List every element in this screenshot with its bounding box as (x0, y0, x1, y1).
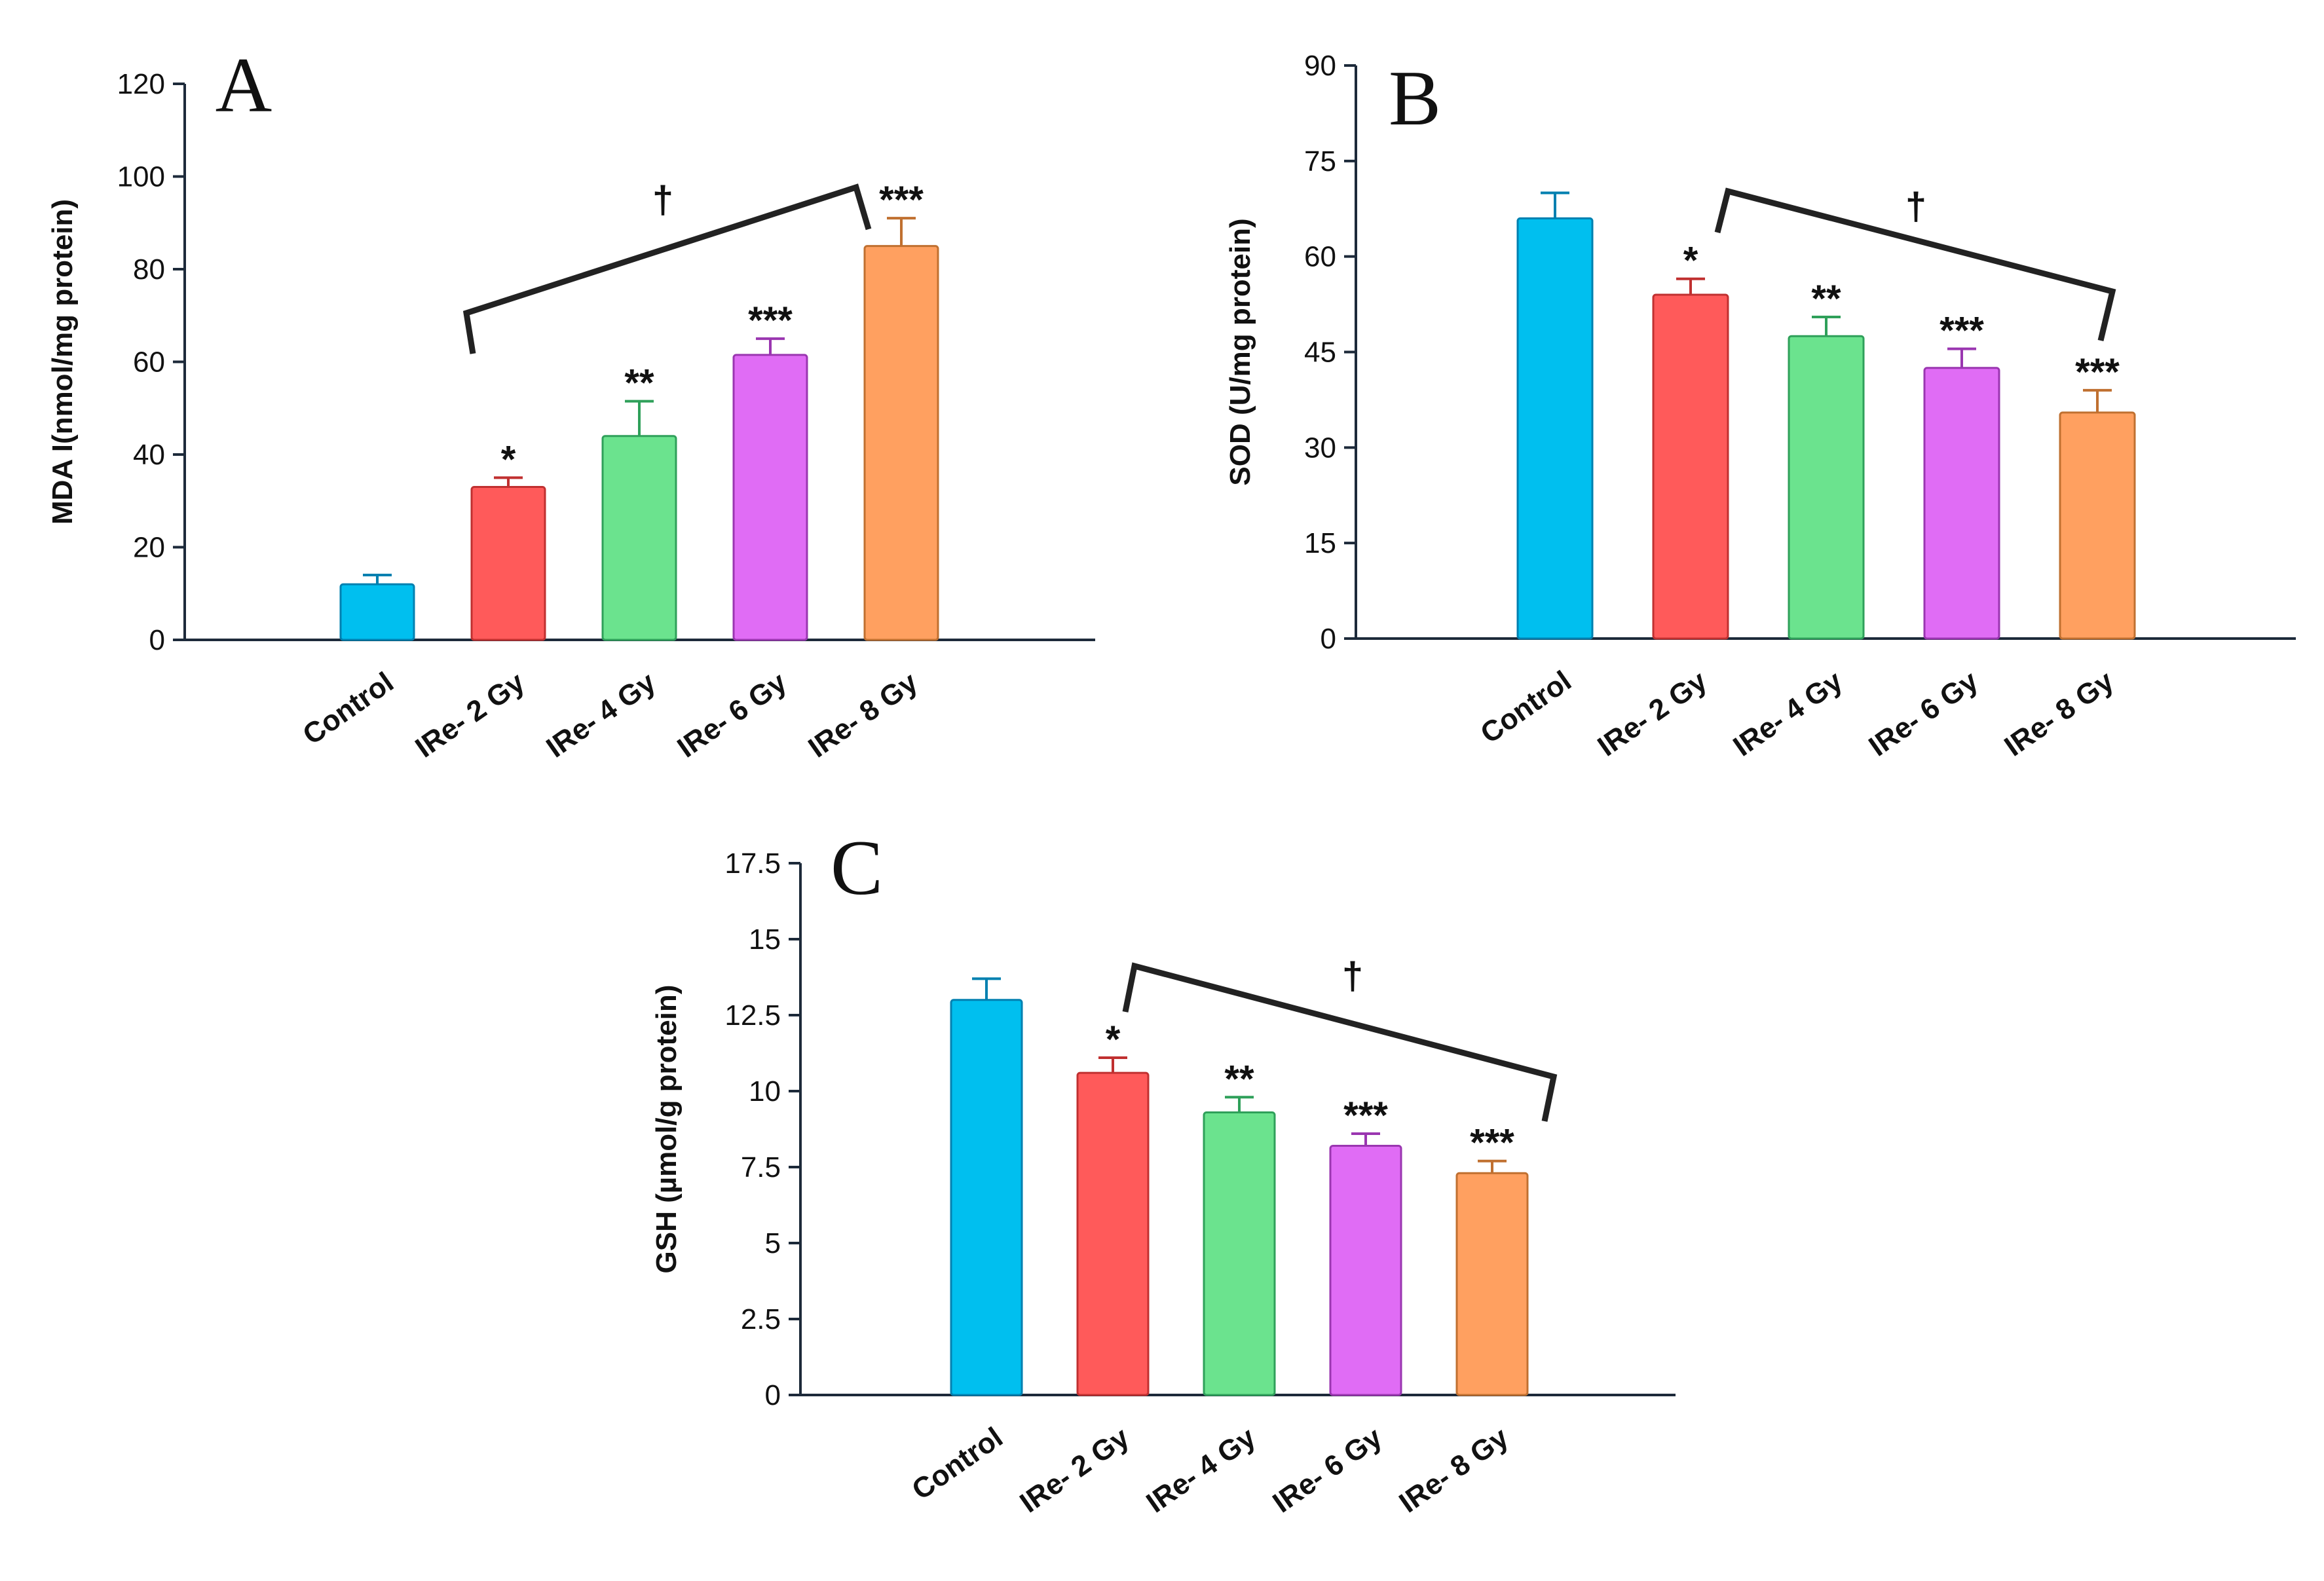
bracket-label: † (1342, 955, 1363, 997)
chart-panel-b: B 0 15 30 45 60 75 90 SOD (U/mg protein) Control *… (1224, 50, 2296, 763)
y-tick-label: 15 (1304, 527, 1336, 559)
significance-label: *** (748, 299, 793, 342)
bar-ire-4-gy (1788, 335, 1865, 640)
y-tick-label: 60 (1304, 241, 1336, 273)
x-tick-label: Control (297, 666, 400, 751)
bar-ire-8-gy (1455, 1172, 1529, 1396)
y-tick-label: 60 (133, 346, 165, 379)
panel-letter: A (216, 41, 272, 128)
x-tick-label: IRe- 6 Gy (1863, 665, 1984, 763)
significance-label: *** (2075, 351, 2120, 394)
bar-ire-8-gy (2059, 411, 2136, 640)
significance-label: ** (1224, 1058, 1254, 1100)
bar-ire-6-gy (1329, 1145, 1402, 1396)
bar-ire-2-gy (470, 486, 546, 641)
significance-label: * (501, 438, 516, 481)
x-tick-label: IRe- 8 Gy (1393, 1421, 1514, 1519)
y-tick-label: 0 (765, 1379, 781, 1411)
y-tick-label: 7.5 (741, 1151, 781, 1183)
x-tick-label: IRe- 8 Gy (1998, 665, 2120, 763)
significance-label: * (1106, 1018, 1121, 1061)
y-tick-label: 100 (117, 161, 165, 193)
y-tick-label: 12.5 (724, 999, 781, 1032)
x-tick-label: IRe- 4 Gy (1140, 1421, 1262, 1519)
y-tick-label: 15 (749, 923, 781, 956)
significance-bracket (462, 183, 872, 354)
bar-ire-4-gy (1203, 1111, 1276, 1396)
y-tick-label: 120 (117, 68, 165, 100)
y-tick-label: 90 (1304, 50, 1336, 82)
bar-ire-8-gy (863, 245, 939, 641)
x-tick-label: Control (907, 1421, 1009, 1506)
bracket-label: † (1905, 185, 1926, 228)
x-tick-label: IRe- 8 Gy (802, 666, 924, 764)
y-tick-label: 0 (1321, 623, 1336, 655)
y-tick-label: 20 (133, 532, 165, 564)
bracket-label: † (652, 179, 673, 221)
bar-control (1516, 217, 1594, 640)
chart-panel-c: C 0 2.5 5 7.5 10 12.5 15 17.5 GSH (µmol/g protein… (650, 824, 1676, 1519)
y-tick-label: 30 (1304, 432, 1336, 464)
significance-label: * (1683, 240, 1698, 282)
significance-label: *** (879, 179, 924, 221)
x-tick-label: IRe- 6 Gy (671, 666, 793, 764)
y-tick-label: 0 (149, 624, 165, 656)
panel-letter: C (831, 824, 883, 911)
y-tick-label: 80 (133, 253, 165, 286)
y-tick-label: 17.5 (724, 847, 781, 880)
x-tick-label: IRe- 4 Gy (540, 666, 662, 764)
y-axis-title: GSH (µmol/g protein) (650, 985, 683, 1274)
x-tick-label: IRe- 2 Gy (1014, 1421, 1135, 1519)
significance-bracket (1122, 962, 1558, 1122)
bar-ire-4-gy (601, 435, 677, 641)
x-tick-label: Control (1475, 665, 1577, 750)
x-tick-label: IRe- 2 Gy (1592, 665, 1713, 763)
chart-panel-a: A 0 20 40 60 80 100 120 MDA I(nmol/mg protein) Co… (47, 41, 1095, 764)
y-tick-label: 45 (1304, 337, 1336, 369)
panel-letter: B (1389, 54, 1441, 141)
x-tick-label: IRe- 4 Gy (1727, 665, 1848, 763)
bar-ire-6-gy (1923, 367, 2000, 640)
y-axis-title: MDA I(nmol/mg protein) (47, 199, 79, 525)
bar-ire-6-gy (732, 354, 808, 641)
significance-label: *** (1470, 1122, 1514, 1164)
bar-ire-2-gy (1652, 293, 1729, 640)
y-tick-label: 5 (765, 1227, 781, 1259)
x-tick-label: IRe- 6 Gy (1267, 1421, 1388, 1519)
y-axis-title: SOD (U/mg protein) (1224, 218, 1256, 485)
y-tick-label: 75 (1304, 145, 1336, 177)
bar-control (339, 583, 415, 641)
y-tick-label: 2.5 (741, 1303, 781, 1335)
significance-label: ** (624, 362, 654, 405)
x-tick-label: IRe- 2 Gy (409, 666, 531, 764)
bar-ire-2-gy (1076, 1071, 1150, 1396)
y-tick-label: 40 (133, 439, 165, 471)
significance-label: ** (1811, 278, 1841, 320)
significance-label: *** (1940, 310, 1984, 352)
significance-label: *** (1343, 1094, 1388, 1137)
y-tick-label: 10 (749, 1075, 781, 1107)
bar-control (950, 999, 1023, 1396)
significance-bracket (1714, 187, 2116, 342)
